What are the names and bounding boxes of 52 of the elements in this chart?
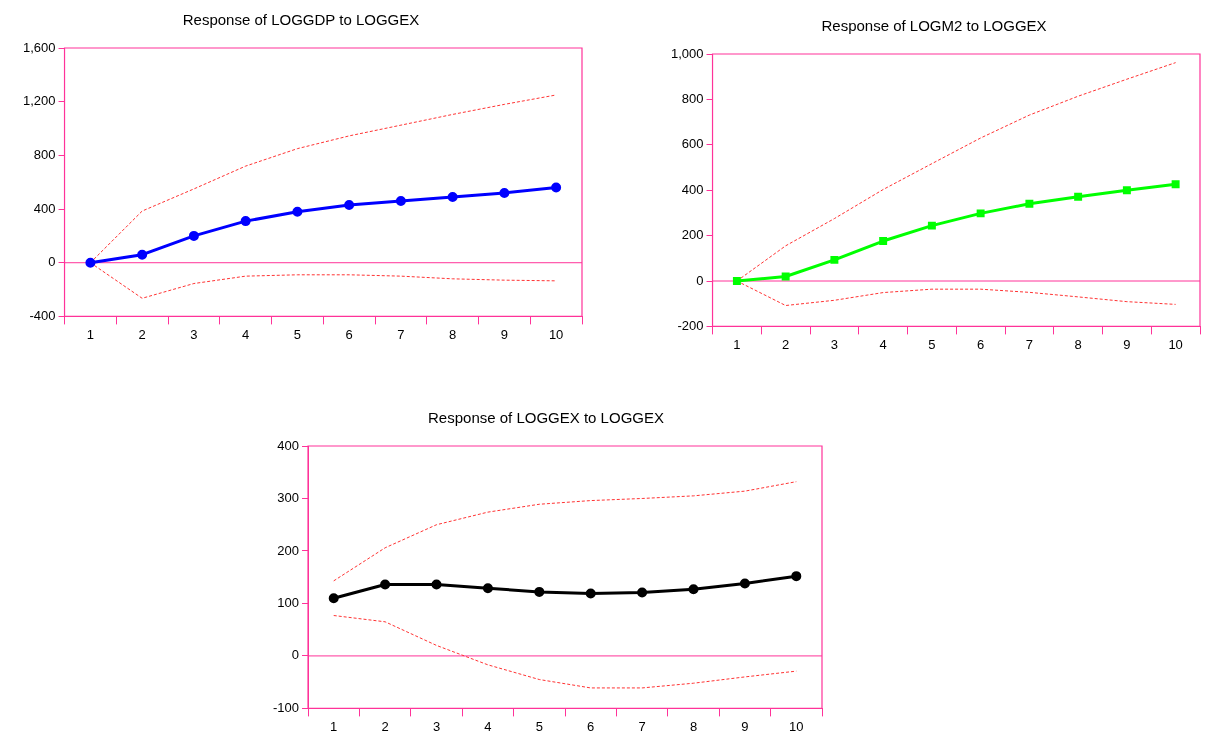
x-tick-label: 9 (1123, 336, 1131, 352)
x-tick-label: 10 (1168, 336, 1183, 352)
x-tick-label: 6 (587, 718, 595, 734)
y-tick-label: 100 (277, 595, 300, 611)
chart-title: Response of LOGGDP to LOGGEX (182, 11, 420, 29)
x-tick-label: 6 (977, 336, 985, 352)
x-tick-label: 2 (138, 326, 146, 342)
x-tick-label: 7 (638, 718, 646, 734)
y-tick-label: 1,000 (670, 45, 704, 61)
y-tick-label: 0 (48, 254, 56, 270)
x-tick-label: 8 (1074, 336, 1082, 352)
y-tick-label: 400 (277, 437, 300, 453)
y-tick-label: 0 (291, 647, 300, 663)
x-tick-label: 1 (86, 326, 95, 342)
y-tick-label: 1,200 (22, 93, 56, 109)
x-tick-label: 3 (190, 326, 198, 342)
y-tick-label: 600 (681, 136, 704, 152)
chart-title: Response of LOGM2 to LOGGEX (821, 17, 1047, 35)
x-tick-label: 10 (789, 718, 804, 734)
y-tick-label: 400 (681, 181, 704, 197)
y-tick-label: 200 (681, 227, 704, 243)
y-tick-label: 200 (277, 542, 300, 558)
x-tick-label: 3 (830, 336, 839, 352)
x-tick-label: 4 (484, 718, 492, 734)
y-tick-label: 1,600 (22, 39, 56, 55)
x-tick-label: 10 (548, 326, 564, 342)
x-tick-label: 7 (397, 326, 405, 342)
x-tick-label: 6 (345, 326, 353, 342)
chart-title: Response of LOGGEX to LOGGEX (428, 409, 664, 427)
x-tick-label: 9 (741, 718, 749, 734)
y-tick-label: 300 (277, 490, 300, 506)
x-tick-label: 1 (330, 718, 338, 734)
x-tick-label: 7 (1025, 336, 1033, 352)
y-tick-label: 800 (681, 90, 704, 106)
y-tick-label: 400 (33, 200, 56, 216)
x-tick-label: 1 (733, 336, 741, 352)
x-tick-label: 3 (432, 718, 441, 734)
x-tick-label: 5 (928, 336, 936, 352)
y-tick-label: -200 (677, 317, 704, 333)
y-tick-label: 0 (696, 272, 704, 288)
x-tick-label: 2 (782, 336, 790, 352)
x-tick-label: 8 (449, 326, 457, 342)
x-tick-label: 4 (242, 326, 250, 342)
x-tick-label: 5 (535, 718, 543, 734)
x-tick-label: 5 (293, 326, 302, 342)
y-tick-label: -400 (29, 307, 56, 323)
y-tick-label: -100 (272, 699, 300, 715)
x-tick-label: 9 (500, 326, 508, 342)
x-tick-label: 4 (879, 336, 887, 352)
x-tick-label: 8 (689, 718, 698, 734)
x-tick-label: 2 (381, 718, 389, 734)
y-tick-label: 800 (33, 146, 56, 162)
